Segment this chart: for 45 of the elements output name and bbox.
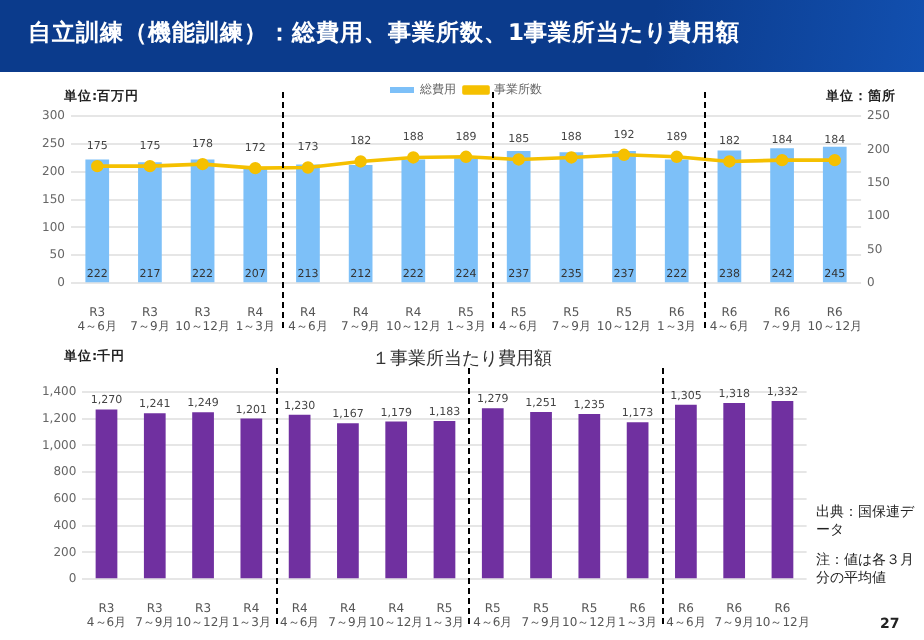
point [91, 159, 104, 173]
bar [385, 421, 408, 579]
bar [723, 402, 746, 579]
point [775, 153, 789, 167]
bar [243, 167, 268, 283]
point [196, 157, 209, 171]
bar [240, 418, 263, 579]
point [512, 153, 525, 166]
bar [612, 151, 636, 283]
bar [401, 159, 426, 283]
bar [85, 159, 110, 283]
bar [626, 422, 649, 579]
bar [95, 409, 118, 579]
bar [192, 412, 214, 579]
bar [506, 151, 531, 283]
point [143, 159, 157, 173]
bar [138, 162, 162, 283]
point [670, 150, 683, 163]
point [828, 153, 841, 167]
bar [675, 404, 697, 579]
bar [288, 414, 311, 579]
bar [143, 413, 166, 579]
bar [454, 158, 478, 283]
bar [664, 159, 689, 283]
point [301, 161, 315, 174]
bar [822, 146, 847, 283]
bar [433, 421, 456, 579]
point [407, 151, 420, 164]
point [565, 151, 578, 164]
point [249, 161, 262, 175]
bar [337, 423, 359, 579]
bar [771, 401, 794, 579]
point [459, 150, 473, 163]
bar [348, 165, 373, 283]
bar [578, 414, 601, 579]
point [354, 155, 367, 168]
chart-title: 自立訓練（機能訓練）：総費用、事業所数、1事業所当たり費用額 [28, 18, 741, 48]
bar [296, 164, 320, 283]
point [723, 155, 736, 168]
bar [530, 411, 552, 579]
chart-title: １事業所当たり費用額 [372, 347, 552, 372]
bar [717, 150, 742, 283]
point [617, 148, 631, 161]
bar [481, 408, 504, 579]
bar [770, 148, 794, 283]
